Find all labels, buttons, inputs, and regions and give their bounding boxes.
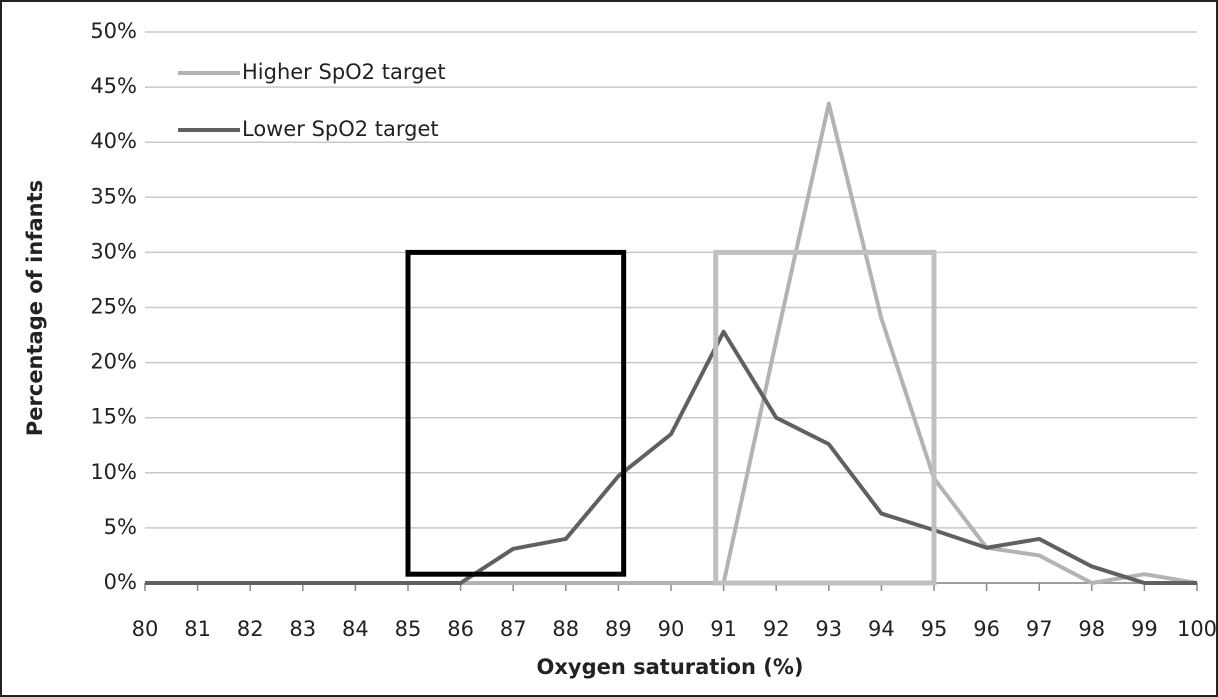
- y-tick-label: 40%: [90, 129, 137, 153]
- x-tick-label: 82: [237, 617, 264, 641]
- x-axis-title: Oxygen saturation (%): [537, 655, 804, 679]
- x-tick-label: 88: [552, 617, 579, 641]
- legend-label: Lower SpO2 target: [242, 117, 439, 141]
- x-tick-label: 89: [605, 617, 632, 641]
- x-tick-label: 94: [868, 617, 895, 641]
- y-tick-label: 0%: [104, 570, 137, 594]
- y-axis-title: Percentage of infants: [23, 180, 47, 436]
- x-tick-label: 92: [763, 617, 790, 641]
- y-tick-label: 15%: [90, 405, 137, 429]
- x-tick-label: 97: [1026, 617, 1053, 641]
- x-tick-label: 87: [500, 617, 527, 641]
- legend-label: Higher SpO2 target: [242, 60, 446, 84]
- x-tick-label: 96: [973, 617, 1000, 641]
- x-tick-label: 85: [395, 617, 422, 641]
- y-tick-label: 50%: [90, 19, 137, 43]
- x-tick-label: 80: [132, 617, 159, 641]
- x-tick-label: 91: [710, 617, 737, 641]
- y-tick-label: 45%: [90, 74, 137, 98]
- x-tick-label: 98: [1078, 617, 1105, 641]
- y-tick-label: 30%: [90, 239, 137, 263]
- x-tick-label: 90: [658, 617, 685, 641]
- series-line: [145, 329, 1197, 585]
- target-box: [405, 249, 627, 577]
- y-tick-label: 35%: [90, 184, 137, 208]
- target-box: [713, 249, 937, 586]
- y-tick-label: 25%: [90, 295, 137, 319]
- x-tick-label: 81: [184, 617, 211, 641]
- x-tick-label: 95: [921, 617, 948, 641]
- x-tick-label: 84: [342, 617, 369, 641]
- x-tick-label: 99: [1131, 617, 1158, 641]
- y-tick-label: 5%: [104, 515, 137, 539]
- y-tick-label: 20%: [90, 350, 137, 374]
- x-tick-label: 93: [815, 617, 842, 641]
- x-tick-label: 100: [1177, 617, 1217, 641]
- x-tick-label: 86: [447, 617, 474, 641]
- y-tick-label: 10%: [90, 460, 137, 484]
- x-tick-label: 83: [289, 617, 316, 641]
